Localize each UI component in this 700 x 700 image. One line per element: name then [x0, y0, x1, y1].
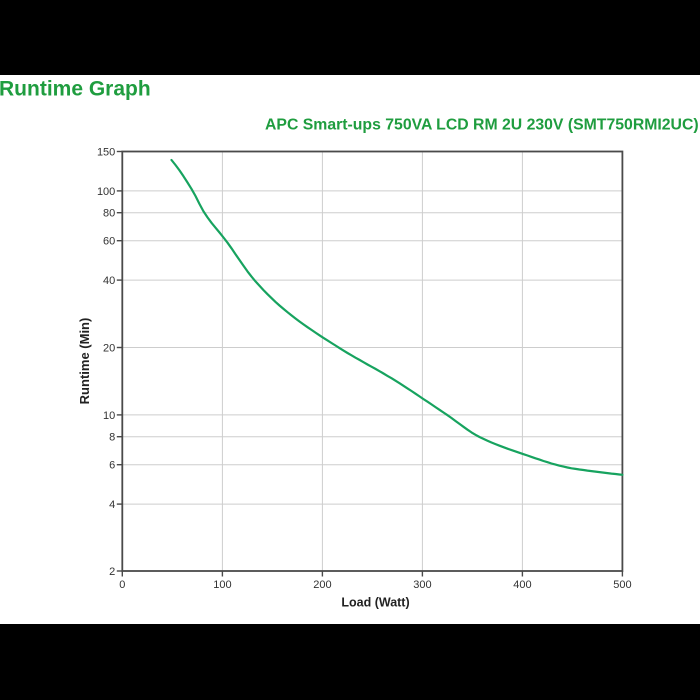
svg-text:300: 300 — [413, 579, 431, 591]
svg-text:60: 60 — [103, 236, 115, 248]
svg-text:4: 4 — [109, 499, 115, 511]
svg-text:6: 6 — [109, 460, 115, 472]
svg-text:40: 40 — [103, 275, 115, 287]
svg-text:APC Smart-ups 750VA LCD RM 2U: APC Smart-ups 750VA LCD RM 2U 230V (SMT7… — [265, 117, 699, 134]
svg-text:100: 100 — [97, 186, 115, 198]
svg-text:500: 500 — [613, 579, 631, 591]
svg-text:Runtime Graph: Runtime Graph — [0, 78, 151, 101]
svg-text:8: 8 — [109, 432, 115, 444]
svg-text:20: 20 — [103, 342, 115, 354]
svg-text:Load (Watt): Load (Watt) — [341, 596, 409, 610]
svg-text:150: 150 — [97, 146, 115, 158]
svg-text:100: 100 — [213, 579, 231, 591]
svg-text:80: 80 — [103, 208, 115, 220]
svg-text:200: 200 — [313, 579, 331, 591]
svg-text:400: 400 — [513, 579, 531, 591]
svg-text:2: 2 — [109, 566, 115, 578]
svg-text:10: 10 — [103, 410, 115, 422]
svg-text:Runtime (Min): Runtime (Min) — [77, 318, 92, 405]
svg-text:0: 0 — [119, 579, 125, 591]
